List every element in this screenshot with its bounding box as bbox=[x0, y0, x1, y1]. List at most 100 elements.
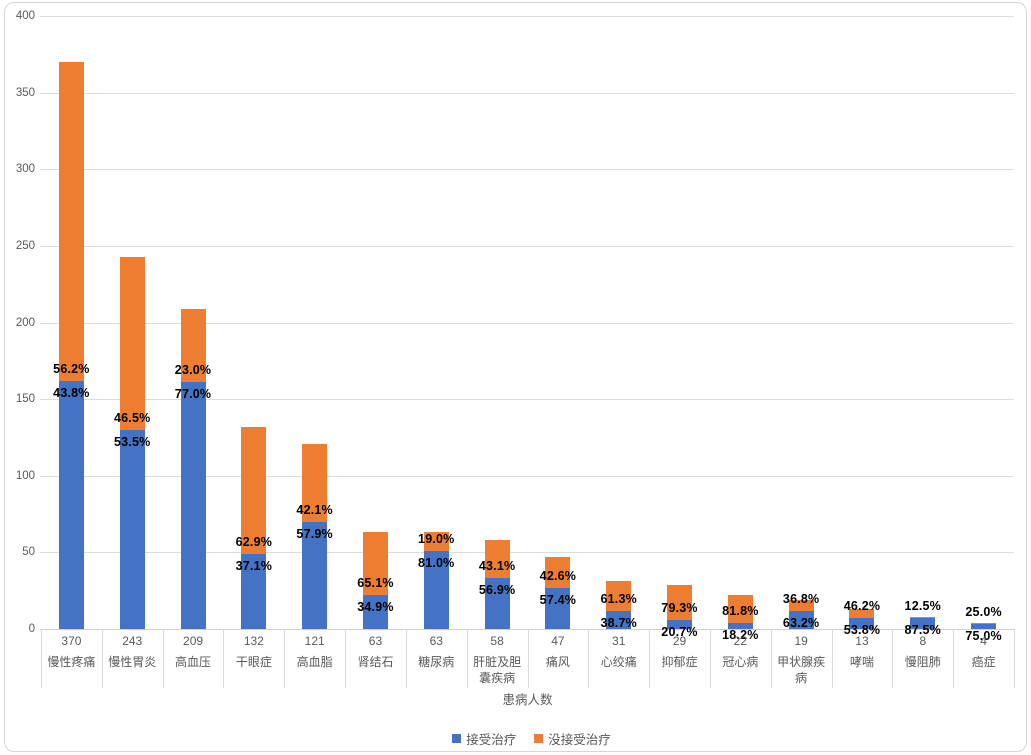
bar-segment-untreated[interactable] bbox=[119, 256, 145, 430]
category-name: 肝脏及胆囊疾病 bbox=[473, 655, 522, 685]
legend-item-treated: 接受治疗 bbox=[452, 729, 516, 748]
category-cell: 63 肾结石 bbox=[346, 634, 405, 670]
category-count: 13 bbox=[855, 634, 869, 648]
category-name: 哮喘 bbox=[849, 655, 874, 669]
category-name: 高血压 bbox=[175, 655, 212, 669]
y-axis-tick-label: 50 bbox=[22, 546, 35, 559]
bar-segment-untreated[interactable] bbox=[727, 595, 753, 623]
bar-segment-treated[interactable] bbox=[180, 382, 206, 629]
bar-segment-untreated[interactable] bbox=[58, 61, 84, 381]
untreated-percent-label: 62.9% bbox=[235, 534, 273, 549]
bar-segment-untreated[interactable] bbox=[302, 443, 328, 522]
bar-segment-untreated[interactable] bbox=[606, 581, 632, 611]
category-separator bbox=[649, 629, 651, 688]
chart-frame: 0 50 100 150 200 250 300 350 400 56.2% 43.8% 370 慢性疼… bbox=[4, 2, 1027, 752]
category-count: 243 bbox=[122, 634, 143, 648]
category-name: 慢性胃炎 bbox=[108, 655, 157, 669]
bar-segment-treated[interactable] bbox=[423, 550, 449, 629]
bar-segment-untreated[interactable] bbox=[484, 540, 510, 579]
bar-segment-treated[interactable] bbox=[606, 610, 632, 629]
plot-area: 0 50 100 150 200 250 300 350 400 56.2% 43.8% 370 慢性疼… bbox=[5, 3, 1026, 751]
treated-percent-label: 81.0% bbox=[418, 555, 455, 570]
category-separator bbox=[1014, 629, 1015, 688]
untreated-percent-label: 12.5% bbox=[904, 599, 941, 614]
bar-segment-treated[interactable] bbox=[667, 619, 693, 629]
bar-segment-treated[interactable] bbox=[971, 624, 997, 629]
category-name: 痛风 bbox=[545, 655, 570, 669]
untreated-percent-label: 23.0% bbox=[174, 363, 212, 378]
y-axis-tick-label: 400 bbox=[15, 10, 35, 22]
legend-label-treated: 接受治疗 bbox=[466, 733, 517, 747]
category-count: 19 bbox=[794, 634, 808, 648]
treated-percent-label: 43.8% bbox=[53, 385, 90, 400]
gridline bbox=[40, 245, 1014, 247]
category-separator bbox=[709, 629, 711, 688]
bar-segment-treated[interactable] bbox=[119, 429, 145, 629]
bar-segment-treated[interactable] bbox=[302, 521, 328, 629]
gridline bbox=[40, 169, 1014, 171]
treated-percent-label: 87.5% bbox=[904, 623, 941, 638]
untreated-percent-label: 46.2% bbox=[843, 599, 881, 614]
treated-percent-label: 77.0% bbox=[174, 387, 212, 402]
category-name: 糖尿病 bbox=[418, 655, 455, 669]
bar-segment-untreated[interactable] bbox=[241, 426, 267, 554]
bar-segment-treated[interactable] bbox=[241, 553, 267, 629]
category-count: 4 bbox=[980, 634, 987, 648]
category-count: 47 bbox=[551, 634, 565, 648]
category-cell: 63 糖尿病 bbox=[407, 634, 466, 670]
bar-segment-untreated[interactable] bbox=[788, 599, 814, 611]
untreated-percent-label: 42.1% bbox=[296, 502, 333, 517]
legend-label-untreated: 没接受治疗 bbox=[548, 733, 611, 747]
bar-segment-untreated[interactable] bbox=[423, 532, 449, 551]
category-count: 370 bbox=[61, 634, 82, 648]
treated-percent-label: 34.9% bbox=[357, 600, 394, 615]
y-axis-tick-label: 150 bbox=[15, 393, 35, 406]
bar-segment-treated[interactable] bbox=[849, 618, 875, 629]
category-separator bbox=[284, 629, 286, 688]
y-axis-tick-label: 250 bbox=[15, 239, 35, 252]
bar-segment-treated[interactable] bbox=[58, 380, 84, 629]
y-axis-tick-label: 350 bbox=[15, 86, 35, 99]
y-axis-tick-label: 200 bbox=[15, 316, 35, 329]
bar-segment-untreated[interactable] bbox=[362, 532, 388, 596]
gridline bbox=[40, 475, 1014, 477]
untreated-percent-label: 46.5% bbox=[113, 410, 151, 425]
category-name: 冠心病 bbox=[722, 655, 759, 669]
bar-segment-treated[interactable] bbox=[727, 622, 753, 629]
treated-percent-label: 57.4% bbox=[539, 592, 577, 607]
untreated-series-swatch-icon bbox=[534, 734, 544, 743]
gridline bbox=[40, 92, 1014, 94]
bar-segment-treated[interactable] bbox=[545, 587, 571, 629]
category-cell: 58 肝脏及胆囊疾病 bbox=[468, 634, 527, 686]
treated-series-swatch-icon bbox=[452, 734, 462, 743]
category-count: 63 bbox=[429, 634, 443, 648]
category-separator bbox=[892, 629, 894, 688]
category-name: 慢阻肺 bbox=[904, 655, 941, 669]
category-name: 甲状腺疾病 bbox=[777, 655, 826, 685]
category-cell: 29 抑郁症 bbox=[650, 634, 709, 670]
category-count: 29 bbox=[672, 634, 687, 648]
bar-segment-treated[interactable] bbox=[910, 618, 936, 629]
category-count: 31 bbox=[612, 634, 626, 648]
treated-percent-label: 37.1% bbox=[235, 558, 273, 573]
bar-segment-treated[interactable] bbox=[362, 595, 388, 629]
bar-segment-untreated[interactable] bbox=[971, 622, 997, 625]
untreated-percent-label: 61.3% bbox=[600, 591, 637, 606]
gridline bbox=[40, 322, 1014, 324]
bar-segment-untreated[interactable] bbox=[545, 556, 571, 588]
bar-segment-treated[interactable] bbox=[484, 578, 510, 629]
category-cell: 47 痛风 bbox=[529, 634, 588, 670]
untreated-percent-label: 65.1% bbox=[357, 576, 394, 591]
bar-segment-untreated[interactable] bbox=[910, 616, 936, 619]
bar-segment-treated[interactable] bbox=[788, 610, 814, 629]
category-separator bbox=[345, 629, 347, 688]
x-axis-title: 患病人数 bbox=[502, 693, 553, 707]
category-cell: 370 慢性疼痛 bbox=[42, 634, 101, 670]
bar-segment-untreated[interactable] bbox=[667, 584, 693, 620]
bar-segment-untreated[interactable] bbox=[180, 308, 206, 383]
bar-segment-untreated[interactable] bbox=[849, 609, 875, 619]
category-separator bbox=[953, 629, 955, 688]
y-axis-tick-label: 300 bbox=[15, 163, 35, 176]
category-separator bbox=[527, 629, 529, 688]
legend: 接受治疗 没接受治疗 bbox=[45, 729, 1018, 748]
